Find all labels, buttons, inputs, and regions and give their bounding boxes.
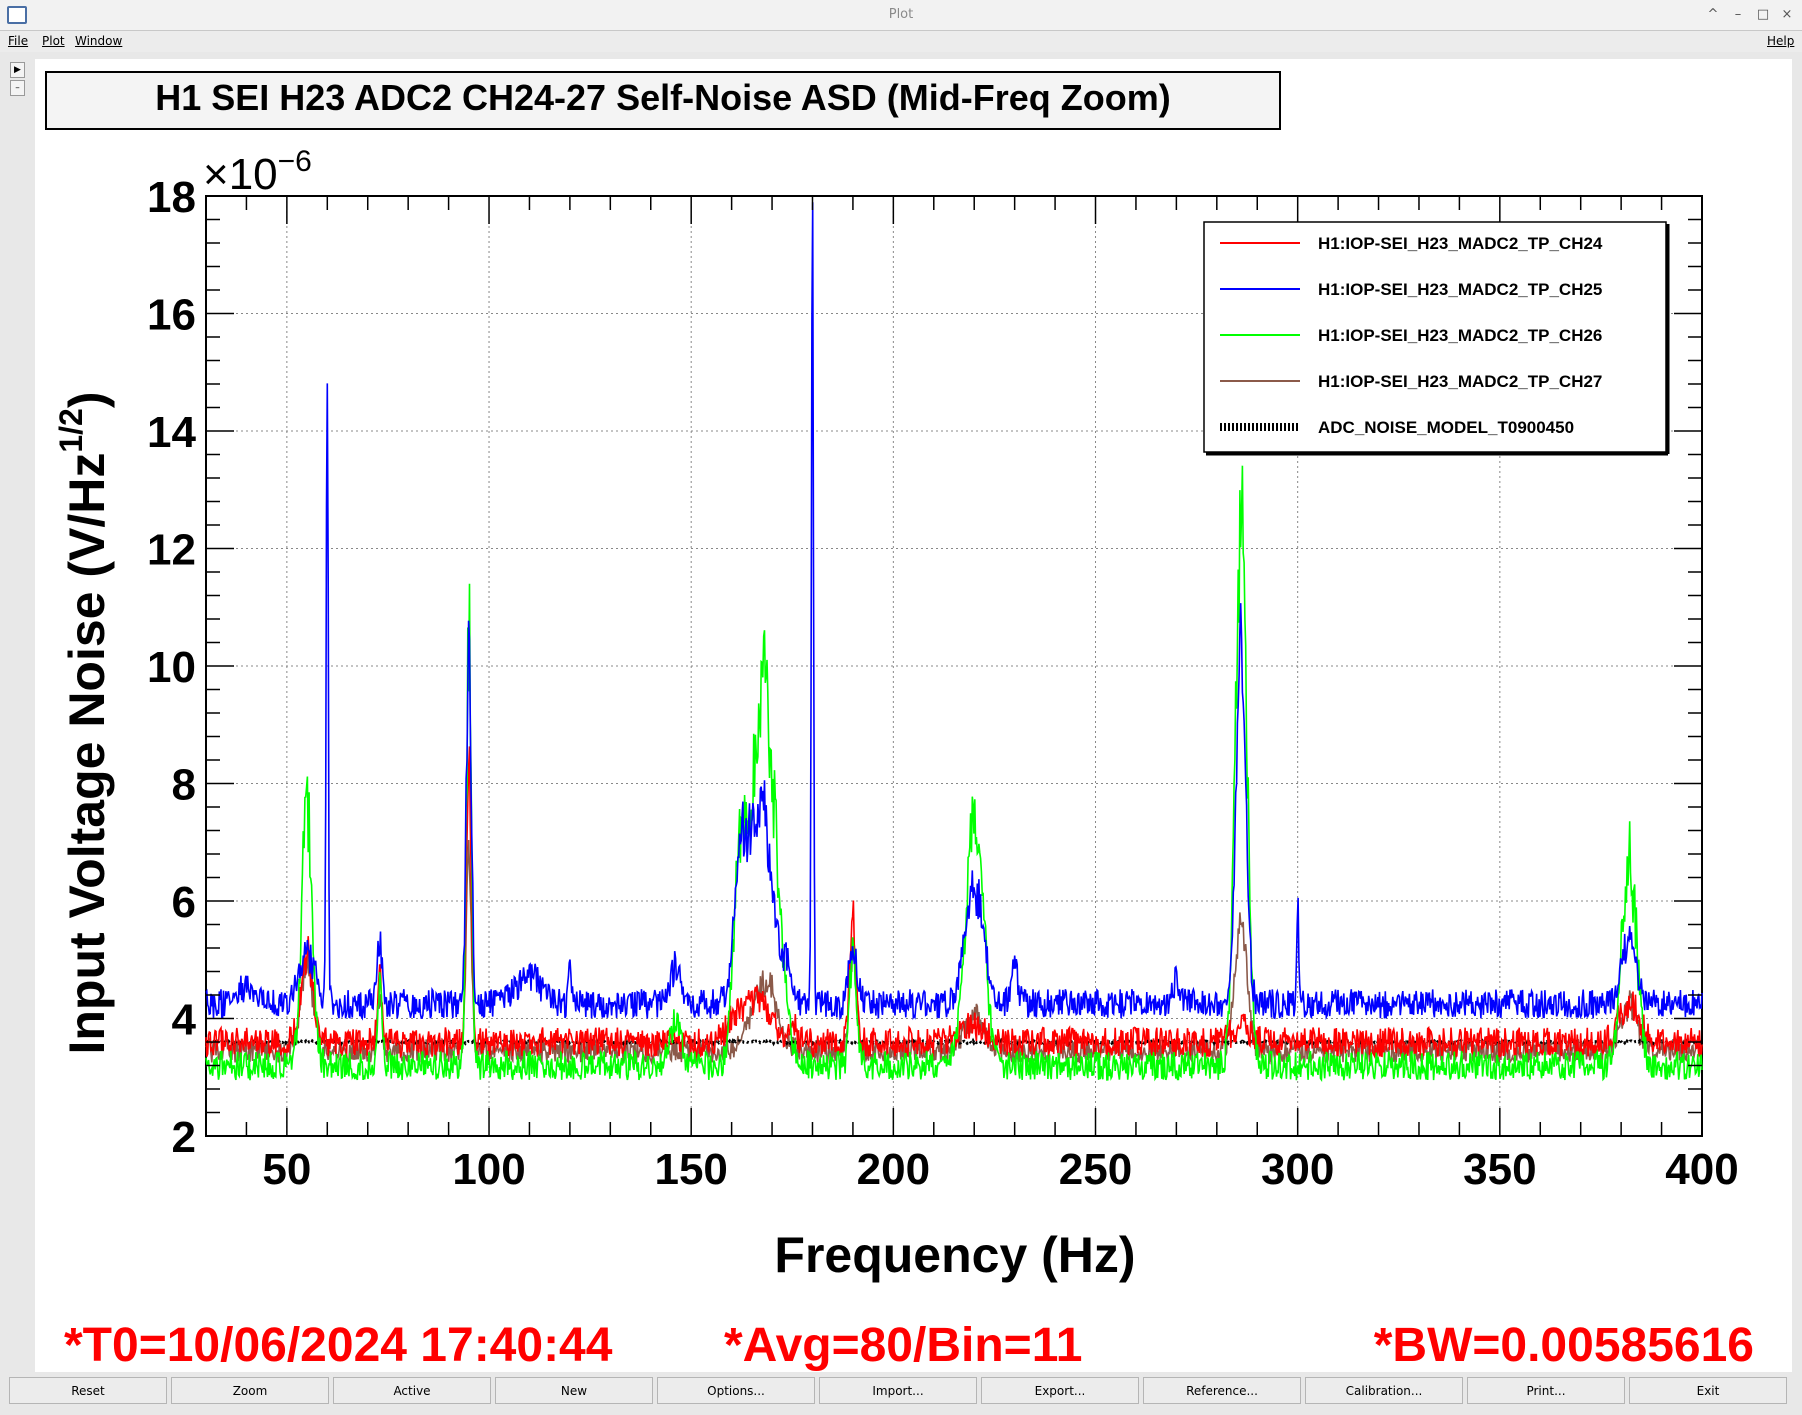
y-tick-label-16: 16 (147, 291, 196, 340)
x-tick-label-50: 50 (262, 1145, 311, 1194)
y-axis-label: Input Voltage Noise (V/Hz1/2) (53, 391, 115, 1054)
y-tick-label-10: 10 (147, 643, 196, 692)
menu-plot[interactable]: Plot (42, 34, 65, 48)
reset-button[interactable]: Reset (9, 1377, 167, 1404)
window-maximize-icon[interactable]: □ (1756, 7, 1770, 22)
axis-ticks (205, 195, 1703, 1137)
y-tick-label-12: 12 (147, 526, 196, 575)
status-t0: *T0=10/06/2024 17:40:44 (64, 1319, 613, 1372)
x-tick-label-300: 300 (1261, 1145, 1334, 1194)
plot-canvas[interactable]: H1 SEI H23 ADC2 CH24-27 Self-Noise ASD (… (35, 59, 1792, 1372)
y-tick-label-18: 18 (147, 173, 196, 222)
options-button[interactable]: Options... (657, 1377, 815, 1404)
legend-label-1: H1:IOP-SEI_H23_MADC2_TP_CH25 (1318, 280, 1602, 299)
legend-label-0: H1:IOP-SEI_H23_MADC2_TP_CH24 (1318, 234, 1603, 253)
y-multiplier: ×10−6 (203, 145, 312, 199)
window-shade-icon[interactable]: ^ (1707, 7, 1719, 22)
y-tick-labels: 2 4 6 8 10 12 14 16 18 (147, 173, 196, 1162)
asd-plot: H1 SEI H23 ADC2 CH24-27 Self-Noise ASD (… (45, 71, 1754, 1372)
collapse-arrow-icon[interactable]: – (10, 80, 25, 96)
active-button[interactable]: Active (333, 1377, 491, 1404)
x-tick-label-400: 400 (1665, 1145, 1738, 1194)
window-close-icon[interactable]: × (1781, 7, 1793, 22)
status-avg: *Avg=80/Bin=11 (724, 1319, 1082, 1372)
panel-toggle: ▶ – (10, 62, 25, 96)
menu-file[interactable]: File (8, 34, 29, 48)
trace-h1-iop-sei-h23-madc2-tp-ch24 (205, 746, 1703, 1060)
x-tick-label-350: 350 (1463, 1145, 1536, 1194)
exit-button[interactable]: Exit (1629, 1377, 1787, 1404)
menu-bar: File Plot Window Help (0, 31, 1802, 52)
bottom-toolbar: Reset Zoom Active New Options... Import.… (9, 1376, 1793, 1410)
zoom-button[interactable]: Zoom (171, 1377, 329, 1404)
y-tick-label-2: 2 (172, 1113, 196, 1162)
y-tick-label-8: 8 (172, 761, 196, 810)
legend-label-4: ADC_NOISE_MODEL_T0900450 (1318, 418, 1574, 437)
menu-window[interactable]: Window (75, 34, 123, 48)
window-minimize-icon[interactable]: – (1734, 7, 1742, 22)
y-tick-label-4: 4 (172, 996, 197, 1045)
x-tick-label-100: 100 (452, 1145, 525, 1194)
trace-h1-iop-sei-h23-madc2-tp-ch26 (205, 465, 1703, 1082)
x-tick-label-250: 250 (1059, 1145, 1132, 1194)
menu-help[interactable]: Help (1767, 34, 1795, 48)
x-axis-label: Frequency (Hz) (774, 1227, 1135, 1283)
import-button[interactable]: Import... (819, 1377, 977, 1404)
legend: H1:IOP-SEI_H23_MADC2_TP_CH24 H1:IOP-SEI_H… (1203, 221, 1670, 456)
x-tick-labels: 50 100 150 200 250 300 350 400 (262, 1145, 1738, 1194)
status-bw: *BW=0.00585616 (1374, 1319, 1754, 1372)
legend-box (1203, 221, 1667, 453)
expand-arrow-icon[interactable]: ▶ (10, 62, 25, 78)
print-button[interactable]: Print... (1467, 1377, 1625, 1404)
y-tick-label-14: 14 (147, 408, 196, 457)
trace-h1-iop-sei-h23-madc2-tp-ch25 (205, 202, 1703, 1021)
traces (205, 202, 1704, 1082)
export-button[interactable]: Export... (981, 1377, 1139, 1404)
x-tick-label-200: 200 (857, 1145, 930, 1194)
legend-label-3: H1:IOP-SEI_H23_MADC2_TP_CH27 (1318, 372, 1602, 391)
plot-title: H1 SEI H23 ADC2 CH24-27 Self-Noise ASD (… (155, 77, 1171, 118)
new-button[interactable]: New (495, 1377, 653, 1404)
x-tick-label-150: 150 (654, 1145, 727, 1194)
window-title: Plot (888, 7, 914, 22)
app-icon (7, 6, 27, 24)
reference-button[interactable]: Reference... (1143, 1377, 1301, 1404)
window-titlebar: Plot ^ – □ × (0, 0, 1802, 31)
legend-label-2: H1:IOP-SEI_H23_MADC2_TP_CH26 (1318, 326, 1602, 345)
title-box (45, 71, 1281, 130)
calibration-button[interactable]: Calibration... (1305, 1377, 1463, 1404)
y-tick-label-6: 6 (172, 878, 196, 927)
